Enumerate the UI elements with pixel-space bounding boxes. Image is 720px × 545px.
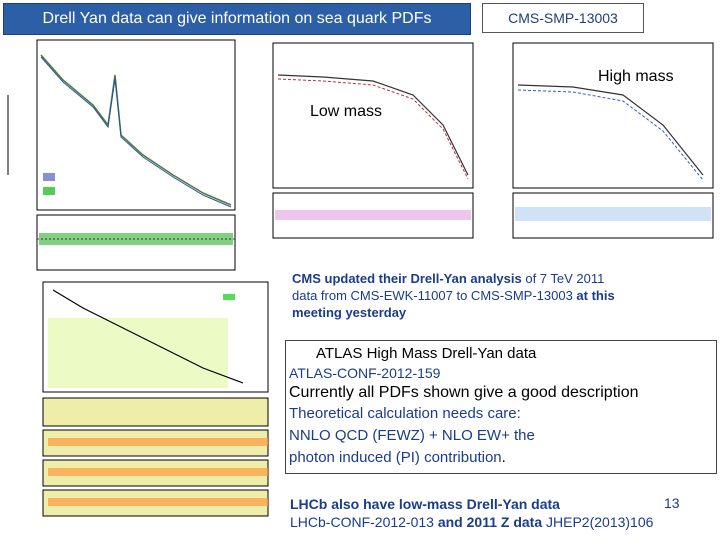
atlas-heading: ATLAS High Mass Drell-Yan data (316, 345, 537, 362)
cms-rapidity-figure (243, 35, 717, 245)
reference-label: CMS-SMP-13003 (482, 3, 644, 33)
cms-mass-spectrum-plot (7, 39, 236, 271)
cms-note-line2-bold: at this (572, 288, 615, 303)
atlas-theory-line: Theoretical calculation needs care: (289, 405, 521, 422)
atlas-nnlo-line: NNLO QCD (FEWZ) + NLO EW+ the (289, 427, 535, 444)
atlas-info-box: ATLAS High Mass Drell-Yan data ATLAS-CON… (285, 340, 717, 474)
lhcb-jhep: JHEP2(2013)106 (542, 514, 654, 530)
cms-note-line1-rest: of 7 TeV 2011 (521, 271, 605, 286)
atlas-pdf-line: Currently all PDFs shown give a good des… (289, 384, 639, 401)
atlas-mass-plot (42, 281, 269, 517)
page-number: 13 (664, 495, 680, 511)
cms-note-line3: meeting yesterday (292, 305, 407, 320)
low-mass-label: Low mass (308, 103, 385, 121)
cms-update-note: CMS updated their Drell-Yan analysis of … (292, 270, 717, 321)
lhcb-conf: LHCb-CONF-2012-013 (290, 514, 434, 530)
slide-title: Drell Yan data can give information on s… (3, 3, 471, 35)
cms-mass-spectrum-figure (3, 35, 239, 275)
cms-rapidity-plots (272, 42, 714, 239)
atlas-photon-line: photon induced (PI) contribution. (289, 448, 506, 468)
lhcb-line1: LHCb also have low-mass Drell-Yan data (290, 496, 560, 512)
atlas-conf: ATLAS-CONF-2012-159 (289, 365, 441, 381)
lhcb-z-data: and 2011 Z data (433, 514, 543, 530)
cms-note-line2: data from CMS-EWK-11007 to CMS-SMP-13003 (292, 288, 573, 303)
cms-note-line1-bold: CMS updated their Drell-Yan analysis (292, 271, 522, 286)
lhcb-note: LHCb also have low-mass Drell-Yan data L… (290, 495, 653, 531)
atlas-mass-figure (3, 278, 283, 540)
atlas-photon-text: photon induced (PI) contribution (289, 449, 502, 466)
atlas-photon-period: . (501, 449, 506, 466)
high-mass-label: High mass (598, 68, 674, 85)
